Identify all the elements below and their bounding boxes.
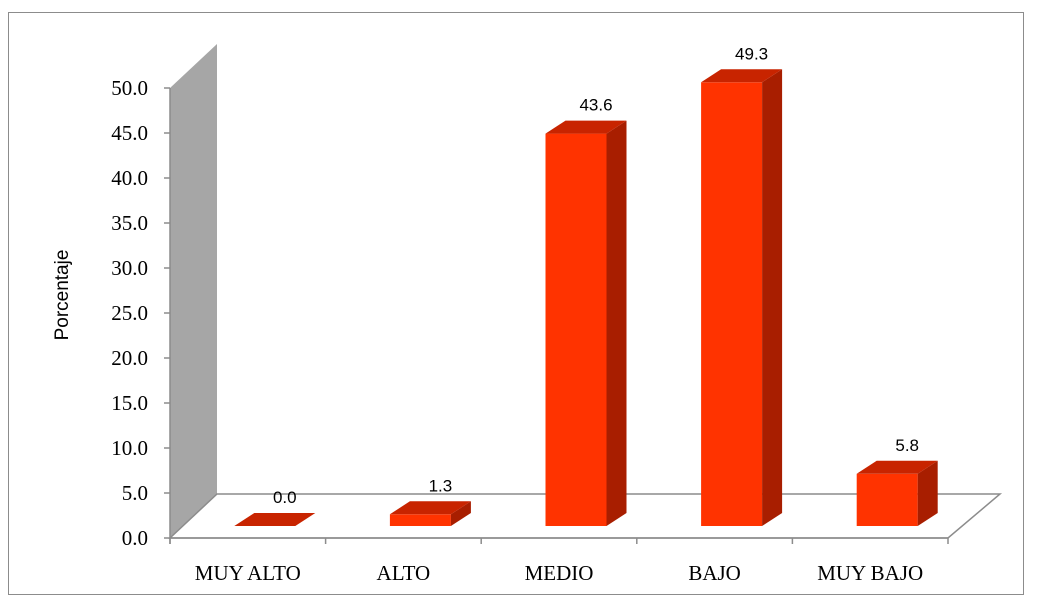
bar xyxy=(389,501,471,526)
category-label: BAJO xyxy=(688,561,741,585)
bar-side xyxy=(917,460,938,526)
data-label: 5.8 xyxy=(895,436,919,455)
bar-front xyxy=(389,514,451,526)
data-label-group: 0.0 1.3 43.6 49.3 5.8 xyxy=(273,44,919,507)
y-tick-label: 50.0 xyxy=(111,76,148,100)
bar-side xyxy=(450,501,471,526)
bar-side xyxy=(762,69,783,527)
y-tick-label: 45.0 xyxy=(111,121,148,145)
y-tick-label: 15.0 xyxy=(111,391,148,415)
y-tick-label: 0.0 xyxy=(122,526,148,550)
bar xyxy=(234,513,316,526)
category-label: MUY ALTO xyxy=(195,561,301,585)
y-tick-label: 20.0 xyxy=(111,346,148,370)
data-label: 43.6 xyxy=(579,96,612,115)
x-tick-group xyxy=(169,538,949,544)
data-label: 49.3 xyxy=(735,44,768,63)
y-axis-title: Porcentaje xyxy=(52,250,73,341)
y-tick-label: 40.0 xyxy=(111,166,148,190)
bar xyxy=(545,120,627,526)
bar-group xyxy=(234,69,938,527)
bar xyxy=(856,460,938,526)
data-label: 1.3 xyxy=(429,476,453,495)
bar-top xyxy=(701,69,783,83)
y-tick-group: 0.0 5.0 10.0 15.0 20.0 25.0 30.0 35.0 40.0 45.0 50… xyxy=(111,76,170,550)
bar-top xyxy=(545,120,627,134)
side-wall xyxy=(170,44,217,538)
bar-top xyxy=(389,501,471,515)
y-tick-label: 25.0 xyxy=(111,301,148,325)
bar xyxy=(701,69,783,527)
y-tick-label: 10.0 xyxy=(111,436,148,460)
category-label: MUY BAJO xyxy=(817,561,923,585)
bar-top xyxy=(856,460,938,474)
bar-front xyxy=(545,133,607,526)
y-tick-label: 35.0 xyxy=(111,211,148,235)
category-label: ALTO xyxy=(377,561,431,585)
y-tick-label: 5.0 xyxy=(122,481,148,505)
bar-top xyxy=(234,513,316,526)
category-label: MEDIO xyxy=(525,561,594,585)
bar-front xyxy=(701,82,763,527)
bar-side xyxy=(606,120,627,526)
data-label: 0.0 xyxy=(273,488,297,507)
category-label-group: MUY ALTO ALTO MEDIO BAJO MUY BAJO xyxy=(195,561,923,585)
bar-front xyxy=(856,473,918,526)
y-tick-label: 30.0 xyxy=(111,256,148,280)
